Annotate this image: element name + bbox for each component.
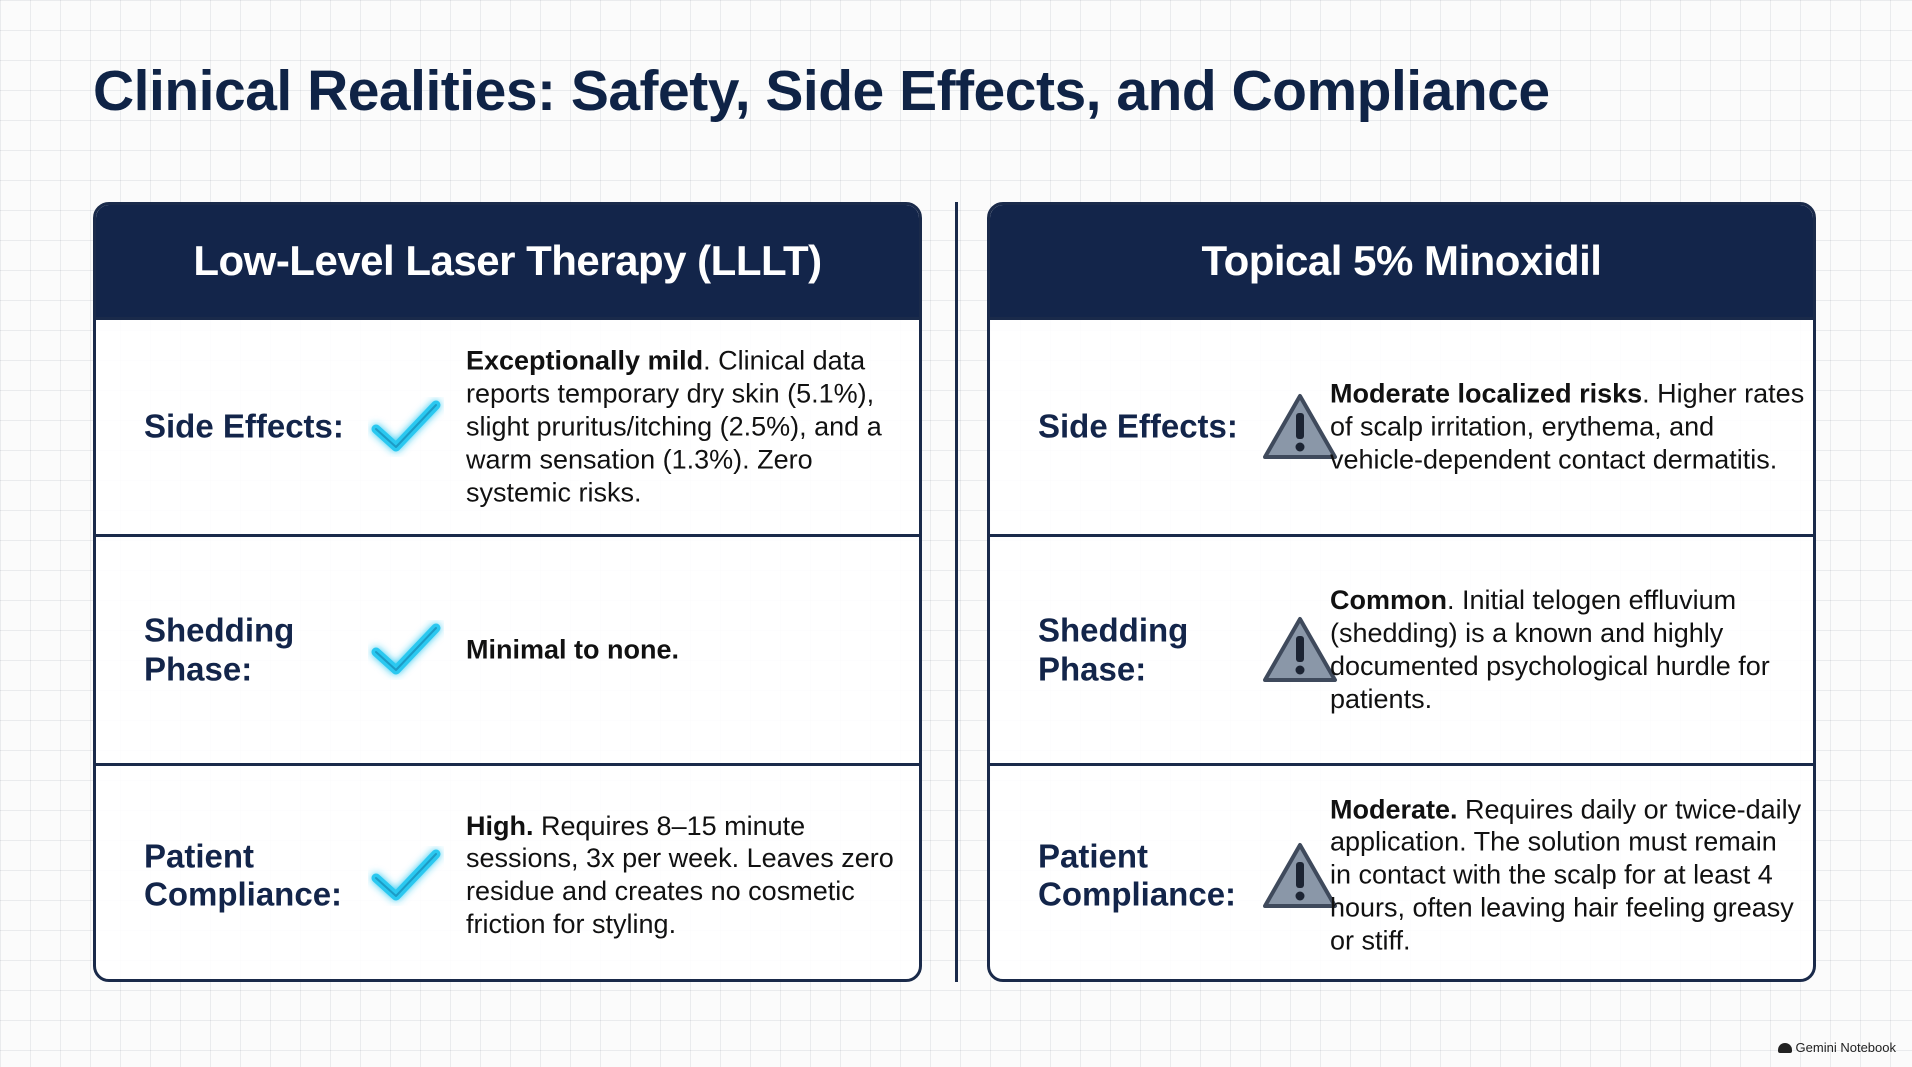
checkmark-icon (366, 836, 446, 916)
row-label: Patient Compliance: (144, 836, 343, 913)
minoxidil-shedding-row: Shedding Phase: Common. Initial telogen … (990, 534, 1813, 763)
row-description: Exceptionally mild. Clinical data report… (466, 345, 911, 510)
row-lead: Exceptionally mild (466, 345, 704, 376)
row-detail: . Initial telogen effluvium (shedding) i… (1330, 585, 1770, 714)
checkmark-icon (366, 387, 446, 467)
row-detail: . Clinical data reports temporary dry sk… (466, 345, 882, 508)
lllt-panel-header: Low-Level Laser Therapy (LLLT) (96, 205, 919, 317)
notebook-logo-icon (1777, 1042, 1792, 1053)
watermark-text: Gemini Notebook (1795, 1040, 1896, 1055)
row-description: Common. Initial telogen effluvium (shedd… (1330, 584, 1805, 716)
row-label: Shedding Phase: (1038, 611, 1189, 687)
row-label: Side Effects: (1038, 407, 1238, 445)
page-title: Clinical Realities: Safety, Side Effects… (93, 59, 1550, 123)
row-description: Moderate. Requires daily or twice-daily … (1330, 793, 1805, 958)
minoxidil-side-effects-row: Side Effects: Moderate localized risks. … (990, 317, 1813, 534)
row-lead: Moderate localized risks (1330, 378, 1643, 409)
row-label: Patient Compliance: (1038, 836, 1237, 913)
warning-icon (1260, 610, 1340, 690)
row-label: Shedding Phase: (144, 611, 295, 687)
row-description: Moderate localized risks. Higher rates o… (1330, 378, 1805, 477)
lllt-panel: Low-Level Laser Therapy (LLLT) Side Effe… (93, 202, 922, 982)
row-lead: Common (1330, 585, 1447, 616)
watermark: Gemini Notebook (1777, 1040, 1896, 1055)
warning-icon (1260, 836, 1340, 916)
lllt-compliance-row: Patient Compliance: High. Requires 8–15 … (96, 763, 919, 979)
row-description: High. Requires 8–15 minute sessions, 3x … (466, 810, 911, 942)
row-detail: Requires 8–15 minute sessions, 3x per we… (466, 810, 894, 940)
minoxidil-panel-header: Topical 5% Minoxidil (990, 205, 1813, 317)
row-lead: High. (466, 810, 534, 841)
minoxidil-compliance-row: Patient Compliance: Moderate. Requires d… (990, 763, 1813, 979)
row-description: Minimal to none. (466, 634, 911, 667)
lllt-shedding-row: Shedding Phase: Minimal to none. (96, 534, 919, 763)
column-divider (955, 202, 958, 982)
minoxidil-panel: Topical 5% Minoxidil Side Effects: Moder… (987, 202, 1816, 982)
row-detail: . Higher rates of scalp irritation, eryt… (1330, 378, 1805, 475)
checkmark-icon (366, 610, 446, 690)
warning-icon (1260, 387, 1340, 467)
row-label: Side Effects: (144, 407, 344, 445)
row-lead: Minimal to none. (466, 634, 679, 665)
row-detail: Requires daily or twice-daily applicatio… (1330, 794, 1802, 956)
row-lead: Moderate. (1330, 794, 1458, 825)
lllt-side-effects-row: Side Effects: Exceptionally mild. Clinic… (96, 317, 919, 534)
